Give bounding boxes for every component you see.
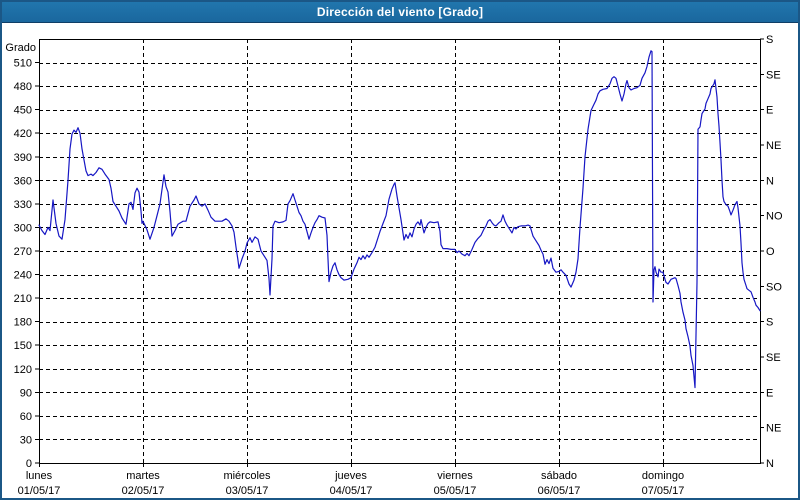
- title-bar: Dirección del viento [Grado]: [2, 2, 798, 23]
- gridlines: [39, 39, 760, 463]
- date-label: 03/05/17: [226, 485, 269, 497]
- day-label: jueves: [334, 470, 367, 482]
- y-axis-title: Grado: [5, 42, 36, 54]
- x-axis-labels: lunes 01/05/17 martes 02/05/17 miércoles 03/0…: [18, 463, 685, 497]
- svg-text:N: N: [766, 175, 774, 187]
- svg-text:NE: NE: [766, 423, 781, 435]
- date-label: 04/05/17: [330, 485, 373, 497]
- plot-area: 0 30 60 90 120 150 180 210 240 270 300 330 360 390 420…: [2, 23, 798, 498]
- plot-border: [39, 39, 761, 464]
- svg-text:E: E: [766, 105, 773, 117]
- day-label: lunes: [26, 470, 53, 482]
- svg-text:120: 120: [14, 364, 32, 376]
- svg-text:480: 480: [14, 81, 32, 93]
- svg-text:30: 30: [20, 434, 32, 446]
- date-label: 06/05/17: [538, 485, 581, 497]
- day-label: miércoles: [223, 470, 271, 482]
- svg-text:N: N: [766, 458, 774, 470]
- y-axis-left-labels: 0 30 60 90 120 150 180 210 240 270 300 330 360 390 420…: [14, 58, 39, 470]
- date-label: 01/05/17: [18, 485, 61, 497]
- svg-text:360: 360: [14, 175, 32, 187]
- svg-text:60: 60: [20, 411, 32, 423]
- svg-text:SE: SE: [766, 69, 781, 81]
- day-label: domingo: [642, 470, 684, 482]
- svg-text:S: S: [766, 317, 773, 329]
- day-label: sábado: [541, 470, 577, 482]
- svg-text:240: 240: [14, 270, 32, 282]
- wind-direction-line: [38, 50, 761, 389]
- date-label: 02/05/17: [122, 485, 165, 497]
- svg-text:300: 300: [14, 222, 32, 234]
- svg-text:210: 210: [14, 293, 32, 305]
- svg-text:O: O: [766, 246, 775, 258]
- wind-direction-chart: 0 30 60 90 120 150 180 210 240 270 300 330 360 390 420…: [5, 34, 783, 497]
- svg-text:510: 510: [14, 58, 32, 70]
- svg-text:SO: SO: [766, 281, 782, 293]
- svg-text:450: 450: [14, 105, 32, 117]
- svg-text:420: 420: [14, 128, 32, 140]
- chart-title: Dirección del viento [Grado]: [316, 5, 484, 19]
- svg-text:0: 0: [26, 458, 32, 470]
- date-label: 07/05/17: [642, 485, 685, 497]
- svg-text:150: 150: [14, 340, 32, 352]
- svg-text:180: 180: [14, 317, 32, 329]
- svg-text:330: 330: [14, 199, 32, 211]
- day-label: viernes: [437, 470, 473, 482]
- svg-text:NE: NE: [766, 140, 781, 152]
- svg-text:S: S: [766, 34, 773, 46]
- svg-text:NO: NO: [766, 211, 783, 223]
- svg-text:SE: SE: [766, 352, 781, 364]
- svg-text:90: 90: [20, 387, 32, 399]
- svg-text:390: 390: [14, 152, 32, 164]
- y-axis-right-labels: N NE E SE S SO O NO N NE E SE S: [760, 34, 783, 470]
- svg-text:E: E: [766, 387, 773, 399]
- svg-text:270: 270: [14, 246, 32, 258]
- date-label: 05/05/17: [434, 485, 477, 497]
- day-label: martes: [126, 470, 160, 482]
